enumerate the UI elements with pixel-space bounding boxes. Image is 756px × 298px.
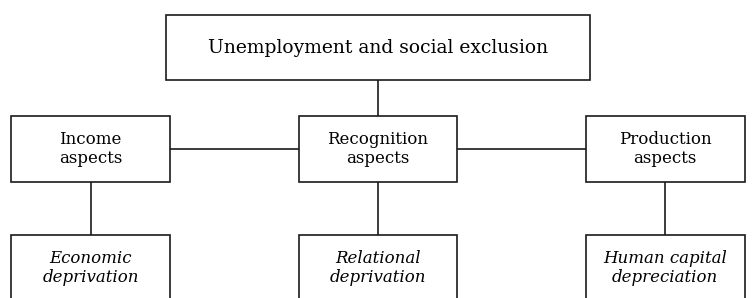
Text: Unemployment and social exclusion: Unemployment and social exclusion [208, 39, 548, 57]
FancyBboxPatch shape [166, 15, 590, 80]
Text: Recognition
aspects: Recognition aspects [327, 131, 429, 167]
FancyBboxPatch shape [586, 235, 745, 298]
FancyBboxPatch shape [299, 116, 457, 182]
Text: Economic
deprivation: Economic deprivation [42, 250, 139, 286]
FancyBboxPatch shape [11, 235, 170, 298]
Text: Income
aspects: Income aspects [59, 131, 122, 167]
Text: Production
aspects: Production aspects [619, 131, 711, 167]
FancyBboxPatch shape [11, 116, 170, 182]
FancyBboxPatch shape [299, 235, 457, 298]
Text: Relational
deprivation: Relational deprivation [330, 250, 426, 286]
Text: Human capital
depreciation: Human capital depreciation [603, 250, 727, 286]
FancyBboxPatch shape [586, 116, 745, 182]
